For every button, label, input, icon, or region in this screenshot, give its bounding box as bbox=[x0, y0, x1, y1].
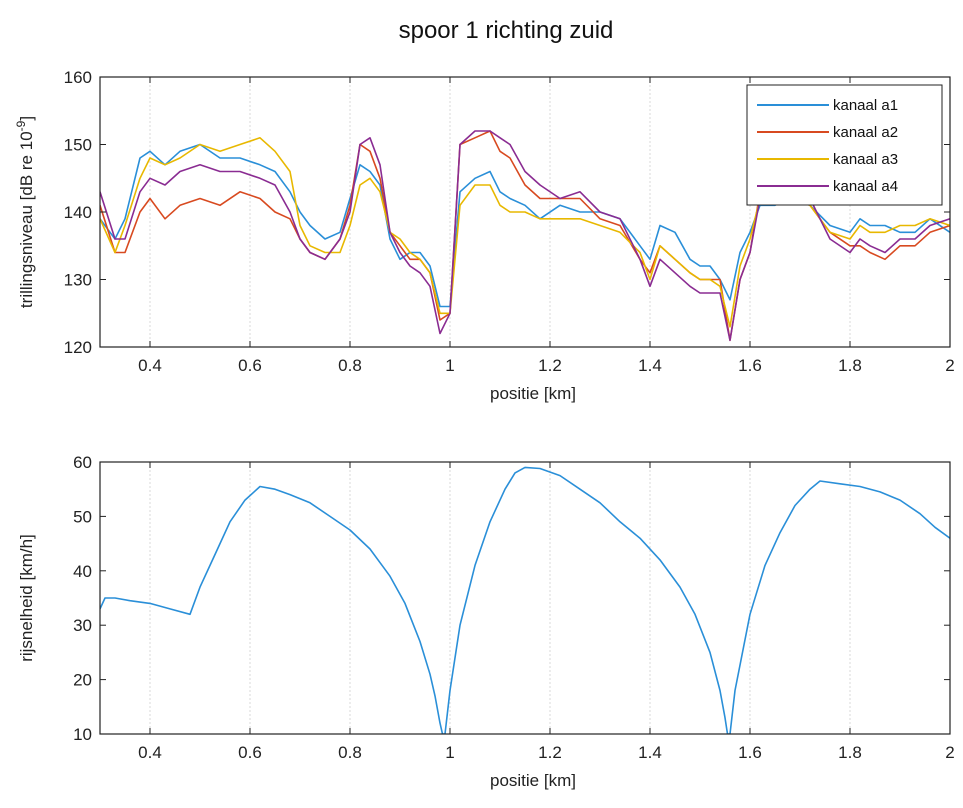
legend-label: kanaal a2 bbox=[833, 124, 898, 141]
plot-area bbox=[100, 462, 950, 734]
x-tick-label: 0.4 bbox=[138, 743, 162, 762]
y-tick-label: 140 bbox=[64, 203, 92, 222]
y-tick-label: 60 bbox=[73, 453, 92, 472]
y-tick-label: 20 bbox=[73, 671, 92, 690]
y-tick-label: 120 bbox=[64, 338, 92, 357]
y-axis-label-end: ] bbox=[17, 116, 36, 121]
y-axis-label-superscript: -9 bbox=[14, 120, 28, 131]
x-tick-label: 1.6 bbox=[738, 743, 762, 762]
y-tick-label: 40 bbox=[73, 562, 92, 581]
x-tick-label: 0.4 bbox=[138, 356, 162, 375]
y-tick-label: 10 bbox=[73, 725, 92, 744]
y-tick-label: 130 bbox=[64, 271, 92, 290]
x-tick-label: 0.6 bbox=[238, 356, 262, 375]
x-tick-label: 1 bbox=[445, 356, 454, 375]
vibration-chart: 0.4 0.6 0.8 1 1.2 1.4 1.6 1.8 2 120 130 140 150 160 po… bbox=[14, 68, 955, 403]
x-tick-label: 1.4 bbox=[638, 743, 662, 762]
x-tick-label: 1.2 bbox=[538, 356, 562, 375]
x-tick-label: 0.6 bbox=[238, 743, 262, 762]
x-tick-label: 2 bbox=[945, 743, 954, 762]
y-axis-label-main: rijsnelheid [km/h] bbox=[17, 534, 36, 662]
x-tick-label: 1.4 bbox=[638, 356, 662, 375]
y-axis-label: rijsnelheid [km/h] bbox=[17, 534, 36, 662]
y-axis-label: trillingsniveau [dB re 10-9] bbox=[14, 116, 36, 308]
legend-label: kanaal a4 bbox=[833, 178, 898, 195]
speed-chart: 0.4 0.6 0.8 1 1.2 1.4 1.6 1.8 2 10 20 30 40 50 60 posit… bbox=[17, 453, 955, 790]
y-tick-label: 150 bbox=[64, 136, 92, 155]
x-tick-label: 1 bbox=[445, 743, 454, 762]
x-tick-label: 0.8 bbox=[338, 743, 362, 762]
x-tick-label: 1.8 bbox=[838, 356, 862, 375]
y-tick-label: 50 bbox=[73, 507, 92, 526]
y-axis-label-main: trillingsniveau [dB re 10 bbox=[17, 131, 36, 308]
x-tick-label: 2 bbox=[945, 356, 954, 375]
x-tick-label: 1.6 bbox=[738, 356, 762, 375]
x-axis-label: positie [km] bbox=[490, 384, 576, 403]
legend-label: kanaal a1 bbox=[833, 97, 898, 114]
legend-label: kanaal a3 bbox=[833, 151, 898, 168]
x-tick-label: 1.2 bbox=[538, 743, 562, 762]
x-tick-label: 1.8 bbox=[838, 743, 862, 762]
x-tick-label: 0.8 bbox=[338, 356, 362, 375]
legend: kanaal a1 kanaal a2 kanaal a3 kanaal a4 bbox=[746, 84, 943, 206]
y-tick-label: 160 bbox=[64, 68, 92, 87]
y-tick-label: 30 bbox=[73, 616, 92, 635]
x-axis-label: positie [km] bbox=[490, 771, 576, 790]
axes-frame bbox=[99, 461, 951, 735]
series-line-speed bbox=[100, 466, 950, 734]
figure-title: spoor 1 richting zuid bbox=[399, 17, 614, 44]
series-group bbox=[100, 466, 950, 734]
